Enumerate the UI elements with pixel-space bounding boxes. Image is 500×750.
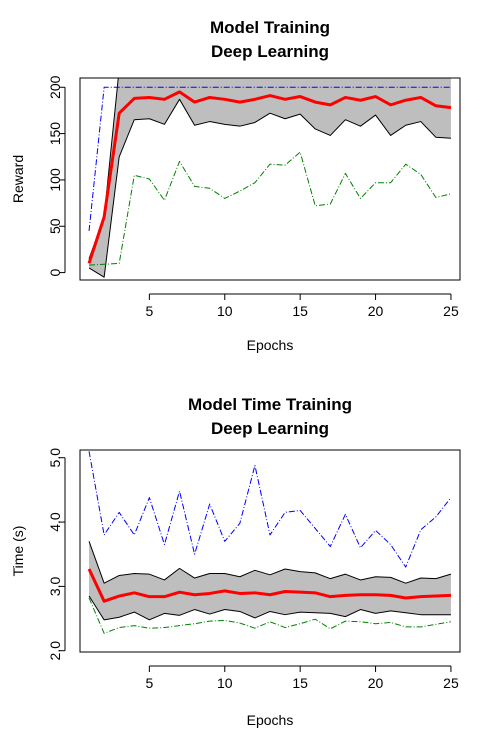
series-mean-line	[87, 90, 452, 264]
y-axis-label: Time (s)	[10, 526, 26, 577]
chart-title-line: Deep Learning	[211, 419, 329, 438]
x-tick-label: 15	[292, 303, 308, 319]
series-mean-line	[87, 568, 452, 603]
plot-frame	[79, 77, 461, 281]
y-tick-label: 4.0	[47, 512, 63, 532]
chart-1: Model Training Deep Learning 5 10 15 20 25 Epoc…	[10, 18, 461, 353]
series-min-line	[88, 597, 452, 634]
chart-title-line: Deep Learning	[211, 42, 329, 61]
confidence-band	[89, 541, 451, 620]
series-max-line	[88, 451, 452, 568]
x-tick-label: 20	[368, 675, 384, 691]
y-tick-label: 100	[47, 168, 63, 192]
band-lower-edge	[88, 595, 451, 621]
band-lower-edge	[88, 98, 451, 278]
plot-area	[87, 78, 452, 278]
x-tick-label: 10	[217, 303, 233, 319]
x-tick-label: 25	[443, 675, 459, 691]
plot-frame	[79, 449, 461, 653]
band-upper-edge	[88, 541, 452, 584]
series-max-line	[88, 86, 451, 231]
x-axis-label: Epochs	[247, 337, 294, 353]
x-tick-label: 25	[443, 303, 459, 319]
x-tick-label: 5	[145, 675, 153, 691]
y-tick-label: 3.0	[47, 576, 63, 596]
x-tick-label: 10	[217, 675, 233, 691]
x-tick-label: 20	[368, 303, 384, 319]
x-axis-label: Epochs	[247, 712, 294, 728]
y-tick-label: 0	[47, 268, 63, 276]
y-tick-label: 50	[47, 218, 63, 234]
y-tick-label: 2.0	[47, 641, 63, 661]
y-tick-label: 200	[47, 75, 63, 99]
x-tick-label: 5	[145, 303, 153, 319]
chart-2: Model Time Training Deep Learning 5 10 15 20 2…	[10, 395, 461, 728]
y-axis-label: Reward	[10, 155, 26, 203]
y-tick-label: 5.0	[47, 448, 63, 468]
chart-title-line: Model Training	[210, 18, 330, 37]
confidence-band	[89, 78, 451, 278]
y-tick-label: 150	[47, 122, 63, 146]
x-tick-label: 15	[292, 675, 308, 691]
series-min-line	[89, 151, 452, 266]
chart-title-line: Model Time Training	[188, 395, 352, 414]
plot-area	[87, 451, 452, 634]
